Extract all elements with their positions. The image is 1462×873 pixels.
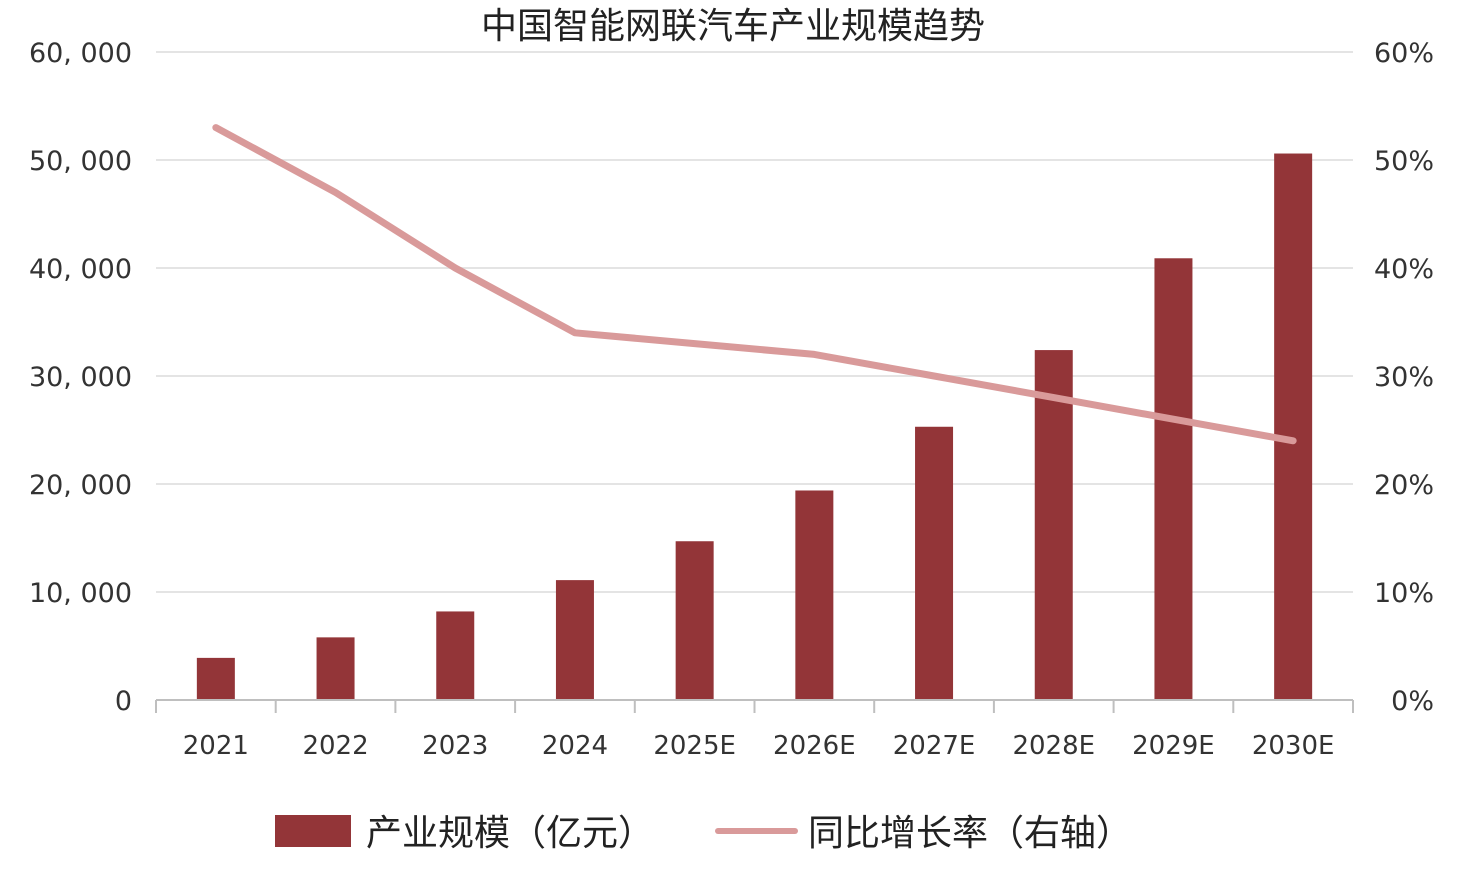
growth-rate-point bbox=[1051, 395, 1056, 400]
y-left-tick-label: 10, 000 bbox=[29, 578, 132, 609]
growth-rate-point bbox=[333, 190, 338, 195]
legend: 产业规模（亿元） 同比增长率（右轴） bbox=[275, 813, 1132, 854]
legend-line-label: 同比增长率（右轴） bbox=[808, 813, 1132, 854]
y-right-tick-label: 0% bbox=[1391, 686, 1434, 717]
x-tick-label: 2025E bbox=[653, 731, 736, 761]
y-right-tick-label: 10% bbox=[1374, 578, 1434, 609]
legend-bar-label: 产业规模（亿元） bbox=[366, 813, 654, 854]
legend-bar-swatch bbox=[275, 815, 351, 847]
x-axis-ticks: 2021 2022 2023 2024 2025E 2026E 2027E 2028E 2029… bbox=[183, 731, 1335, 761]
y-left-tick-label: 60, 000 bbox=[29, 38, 132, 69]
bar bbox=[795, 490, 834, 700]
x-tick-label: 2024 bbox=[542, 731, 608, 761]
growth-rate-point bbox=[213, 125, 218, 130]
y-right-tick-label: 20% bbox=[1374, 470, 1434, 501]
bar bbox=[555, 580, 594, 700]
bar bbox=[196, 657, 235, 700]
growth-rate-point bbox=[692, 341, 697, 346]
x-tick-label: 2023 bbox=[422, 731, 488, 761]
y-right-tick-label: 60% bbox=[1374, 38, 1434, 69]
y-left-tick-label: 40, 000 bbox=[29, 254, 132, 285]
y-right-tick-label: 50% bbox=[1374, 146, 1434, 177]
bars bbox=[196, 153, 1313, 700]
bar bbox=[1274, 153, 1313, 700]
x-tick-label: 2028E bbox=[1012, 731, 1095, 761]
bar bbox=[915, 426, 954, 700]
x-axis bbox=[155, 699, 1354, 713]
y-right-tick-label: 30% bbox=[1374, 362, 1434, 393]
growth-rate-point bbox=[1171, 417, 1176, 422]
x-tick-label: 2026E bbox=[773, 731, 856, 761]
y-right-tick-label: 40% bbox=[1374, 254, 1434, 285]
growth-rate-point bbox=[932, 374, 937, 378]
x-tick-label: 2030E bbox=[1252, 731, 1335, 761]
y-left-tick-label: 20, 000 bbox=[29, 470, 132, 501]
x-tick-label: 2021 bbox=[183, 731, 249, 761]
x-tick-label: 2022 bbox=[302, 731, 368, 761]
y-left-tick-label: 50, 000 bbox=[29, 146, 132, 177]
gridlines bbox=[156, 51, 1353, 593]
y-right-axis-ticks: 0% 10% 20% 30% 40% 50% 60% bbox=[1374, 38, 1434, 717]
bar bbox=[436, 611, 475, 700]
chart-title: 中国智能网联汽车产业规模趋势 bbox=[481, 6, 985, 47]
x-tick-label: 2029E bbox=[1132, 731, 1215, 761]
bar bbox=[316, 637, 355, 700]
x-tick-label: 2027E bbox=[893, 731, 976, 761]
bar bbox=[675, 541, 714, 700]
y-left-axis-ticks: 0 10, 000 20, 000 30, 000 40, 000 50, 000 60, … bbox=[29, 38, 132, 717]
growth-rate-line bbox=[212, 124, 1297, 445]
y-left-tick-label: 30, 000 bbox=[29, 362, 132, 393]
growth-rate-point bbox=[453, 266, 458, 270]
bar bbox=[1034, 350, 1073, 700]
growth-line-layer bbox=[212, 124, 1297, 445]
growth-rate-point bbox=[812, 352, 817, 357]
growth-rate-point bbox=[572, 330, 577, 335]
growth-rate-point bbox=[1291, 438, 1296, 443]
bar bbox=[1154, 258, 1193, 700]
y-left-tick-label: 0 bbox=[115, 686, 132, 717]
